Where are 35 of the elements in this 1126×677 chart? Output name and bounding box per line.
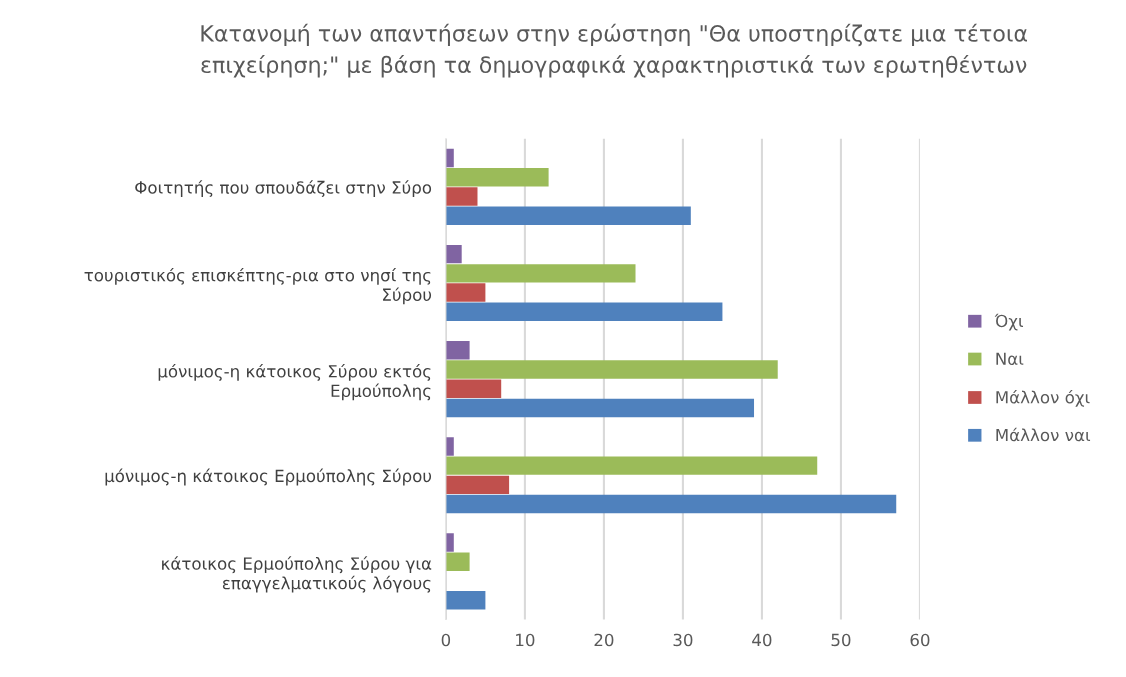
legend-label: Ναι: [996, 352, 1024, 366]
bar: [445, 360, 778, 379]
bar: [445, 552, 470, 571]
bar: [445, 341, 470, 360]
bar: [445, 264, 636, 283]
legend-label: Μάλλον όχι: [996, 389, 1090, 407]
y-tick-label: μόνιμος-η κάτοικος Σύρου εκτός Ερμούπολης: [158, 364, 431, 401]
bar: [445, 206, 691, 225]
x-tick-label: 20: [594, 633, 614, 647]
bar: [445, 168, 549, 187]
bar: [445, 437, 454, 456]
x-tick-label: 40: [752, 633, 772, 647]
bar: [445, 591, 486, 610]
y-tick-label: τουριστικός επισκέπτης-ρια στο νησί της Σύρου: [84, 267, 432, 305]
x-tick-label: 60: [910, 633, 930, 647]
bar: [445, 302, 723, 322]
y-tick-label: μόνιμος-η κάτοικος Ερμούπολης Σύρου: [105, 468, 432, 486]
bar: [445, 379, 502, 398]
bar: [445, 475, 510, 495]
y-tick-label: Φοιτητής που σπουδάζει στην Σύρο: [135, 180, 432, 198]
bar: [445, 494, 897, 514]
legend-label: Όχι: [994, 313, 1024, 331]
bar: [445, 456, 818, 475]
bar: [445, 398, 755, 418]
x-tick-label: 30: [673, 633, 693, 647]
x-tick-label: 50: [831, 633, 851, 647]
chart-title: Κατανομή των απαντήσεων στην ερώστηση "Θα υποστηρίζατε μια τέτοια επιχείρηση;" με βάση τα δημογραφικά χαρακτηριστικά των ερωτηθέντων: [201, 23, 1028, 78]
x-tick-label: 0: [441, 633, 451, 647]
bar: [445, 533, 454, 552]
x-tick-label: 10: [516, 633, 535, 647]
legend-label: Μάλλον ναι: [996, 427, 1091, 442]
bar: [445, 283, 486, 302]
y-tick-label: κάτοικος Ερμούπολης Σύρου για επαγγελματικούς λόγους: [162, 556, 432, 593]
bar: [445, 187, 478, 206]
bar: [445, 244, 462, 264]
